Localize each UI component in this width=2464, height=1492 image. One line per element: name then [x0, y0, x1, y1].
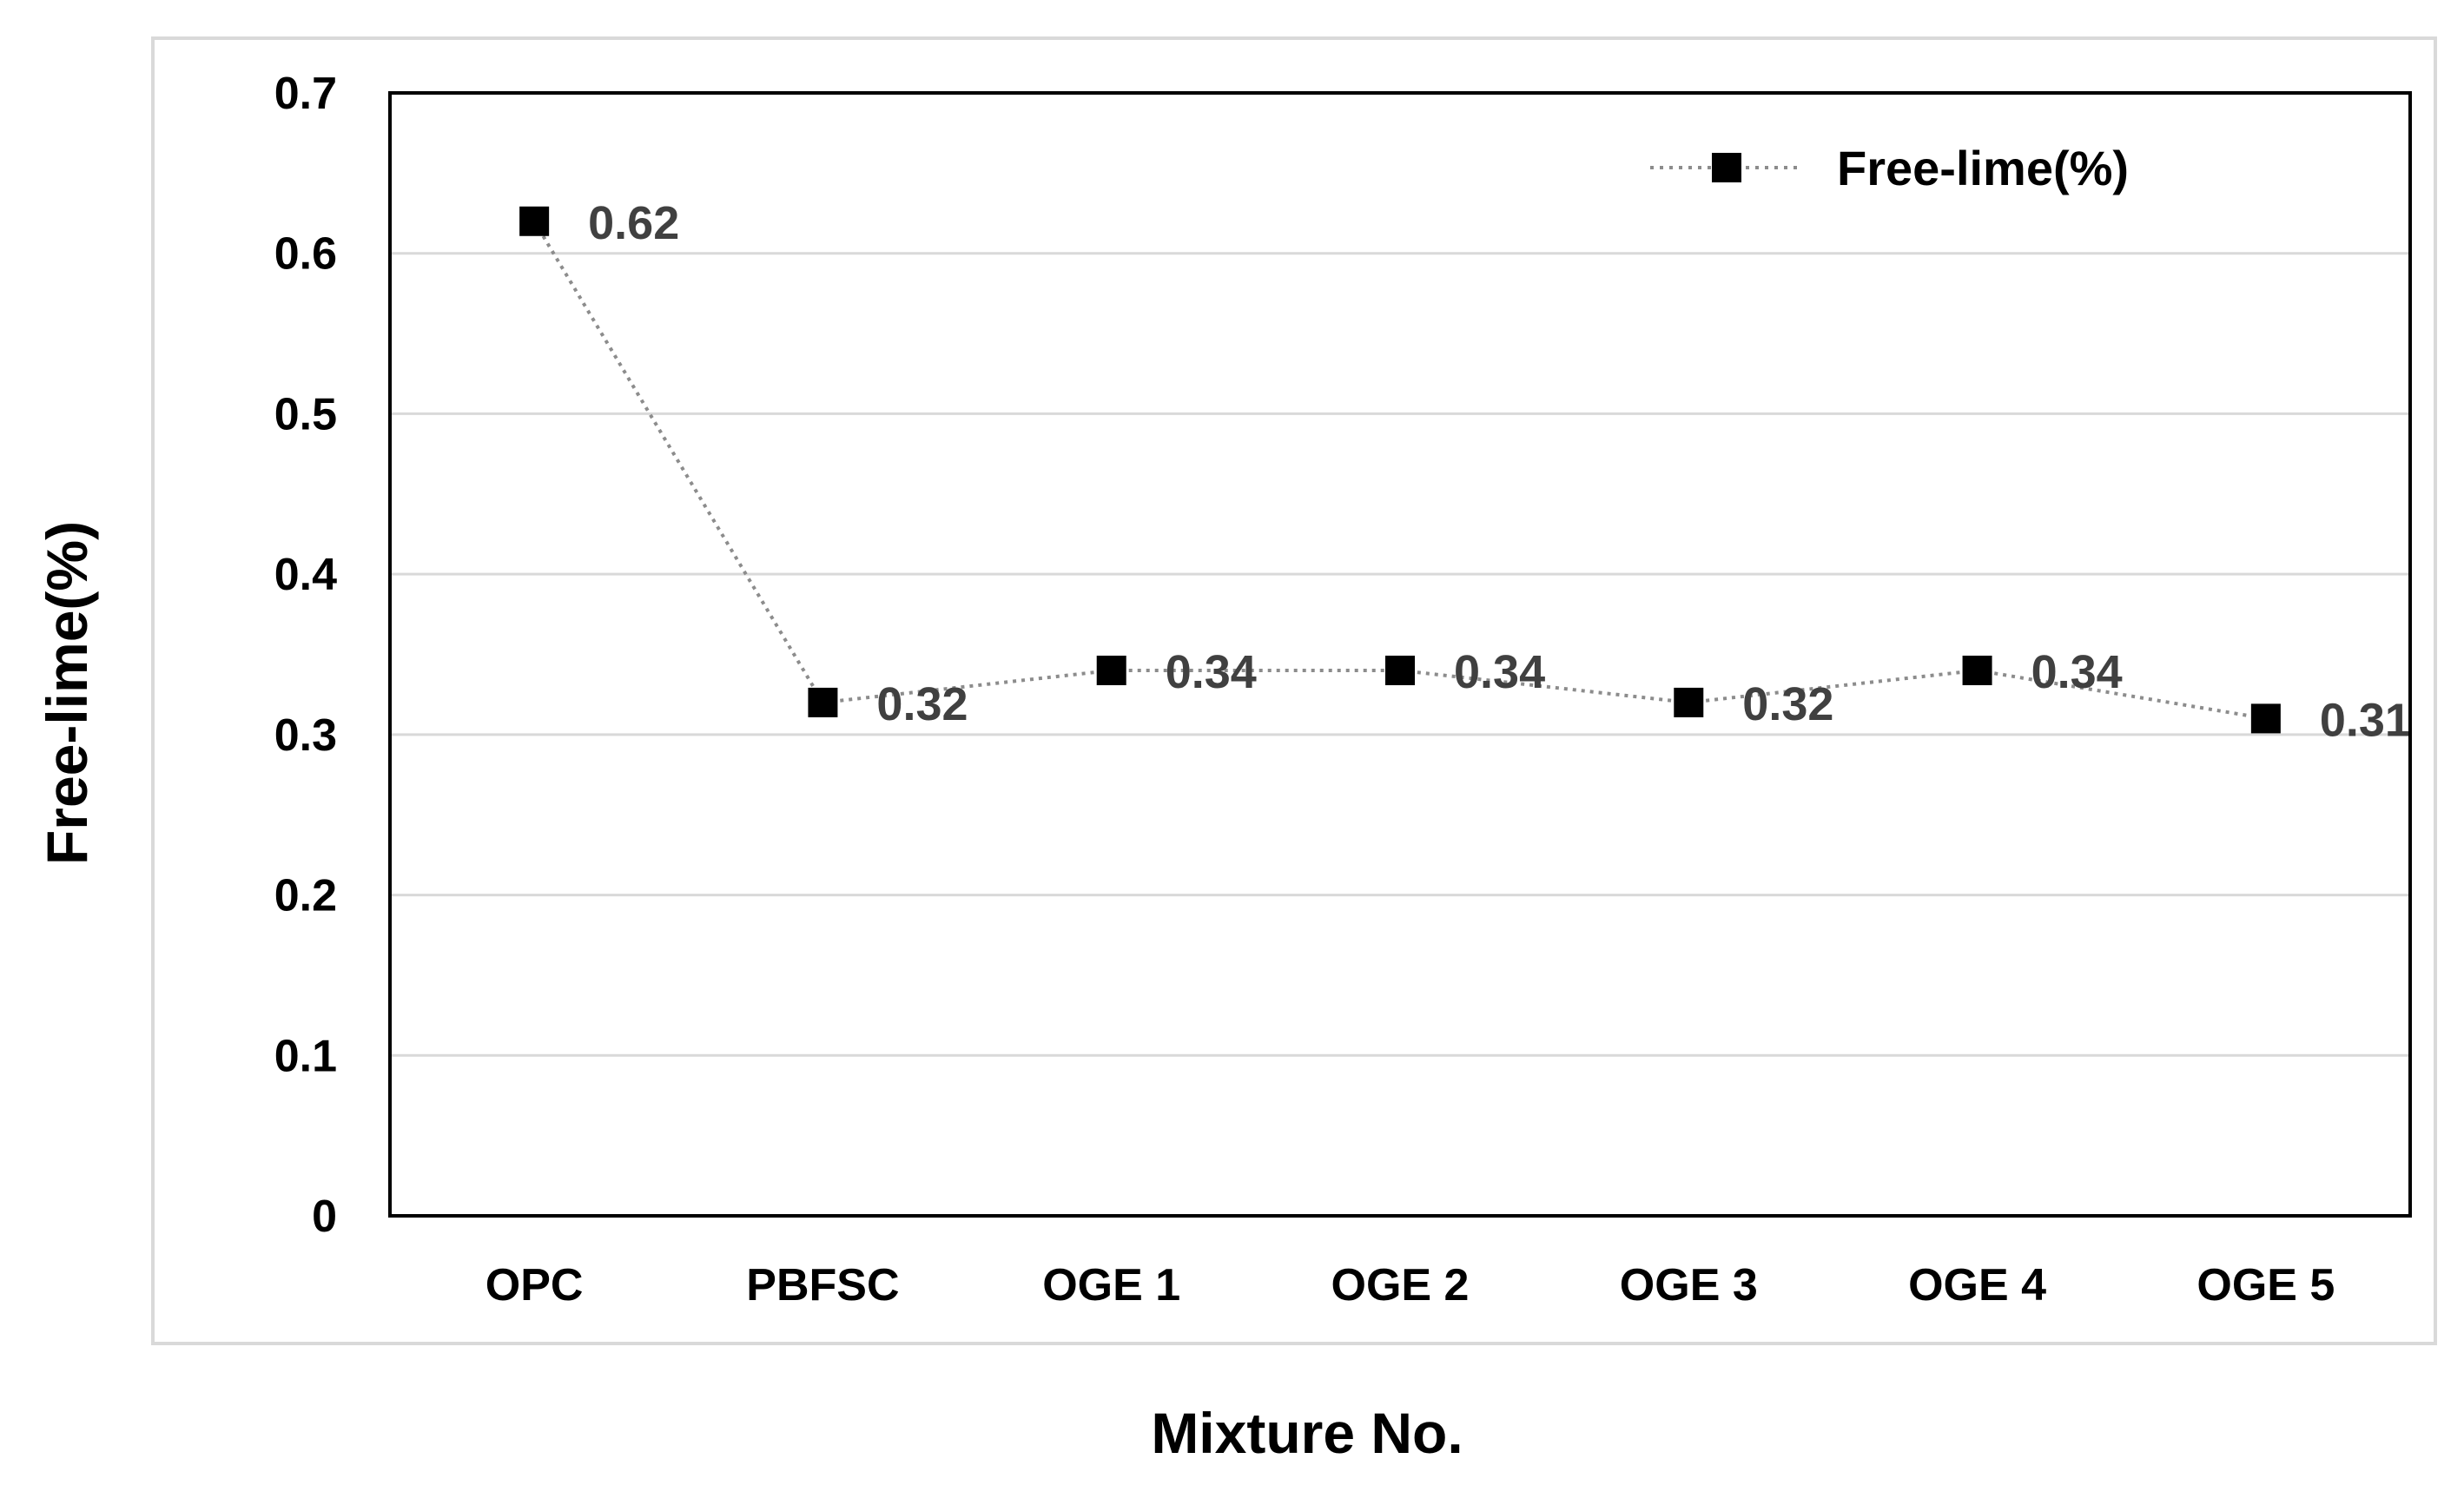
y-tick-label: 0.1: [274, 1031, 337, 1081]
gridlines: [390, 252, 2410, 1057]
plot-area-frame: [388, 91, 2412, 1218]
series-lines: [532, 220, 2267, 721]
y-axis-tick-labels: 0 0.1 0.2 0.3 0.4 0.5 0.6 0.7: [274, 69, 337, 1242]
data-point-marker: [519, 206, 550, 236]
series-line-segment: [1977, 668, 2267, 721]
x-tick-label: OGE 5: [2196, 1260, 2335, 1310]
data-point-marker: [1962, 655, 1992, 685]
legend-marker: [1712, 153, 1741, 182]
data-label: 0.62: [588, 197, 679, 249]
y-tick-label: 0.6: [274, 229, 337, 280]
data-label: 0.34: [1454, 646, 1545, 698]
data-label: 0.31: [2320, 694, 2411, 746]
y-tick-label: 0: [312, 1192, 337, 1242]
data-labels: 0.62 0.32 0.34 0.34 0.32 0.34 0.31: [588, 197, 2411, 747]
x-tick-label: OGE 1: [1042, 1260, 1180, 1310]
series-markers: [519, 206, 2281, 734]
data-label: 0.34: [2031, 646, 2123, 698]
series-line-segment: [532, 220, 825, 703]
y-axis-title: Free-lime(%): [35, 521, 99, 865]
legend: Free-lime(%): [1650, 141, 2129, 195]
y-tick-label: 0.3: [274, 710, 337, 761]
y-tick-label: 0.7: [274, 69, 337, 119]
x-axis-tick-labels: OPC PBFSC OGE 1 OGE 2 OGE 3 OGE 4 OGE 5: [486, 1260, 2335, 1310]
x-tick-label: OGE 2: [1331, 1260, 1470, 1310]
data-point-marker: [1096, 655, 1126, 685]
x-tick-label: OGE 4: [1908, 1260, 2046, 1310]
x-tick-label: PBFSC: [746, 1260, 899, 1310]
data-point-marker: [1385, 655, 1415, 685]
data-label: 0.32: [876, 678, 968, 730]
data-point-marker: [2250, 703, 2281, 734]
data-label: 0.34: [1166, 646, 1257, 698]
x-tick-label: OGE 3: [1620, 1260, 1758, 1310]
y-tick-label: 0.5: [274, 389, 337, 439]
x-axis-title: Mixture No.: [1151, 1401, 1463, 1465]
legend-label: Free-lime(%): [1837, 141, 2129, 195]
x-tick-label: OPC: [486, 1260, 584, 1310]
chart-area-border: [151, 36, 2437, 1345]
y-tick-label: 0.2: [274, 871, 337, 921]
data-point-marker: [808, 687, 838, 717]
y-tick-label: 0.4: [274, 550, 337, 600]
data-label: 0.32: [1742, 678, 1833, 730]
data-point-marker: [1674, 687, 1704, 717]
